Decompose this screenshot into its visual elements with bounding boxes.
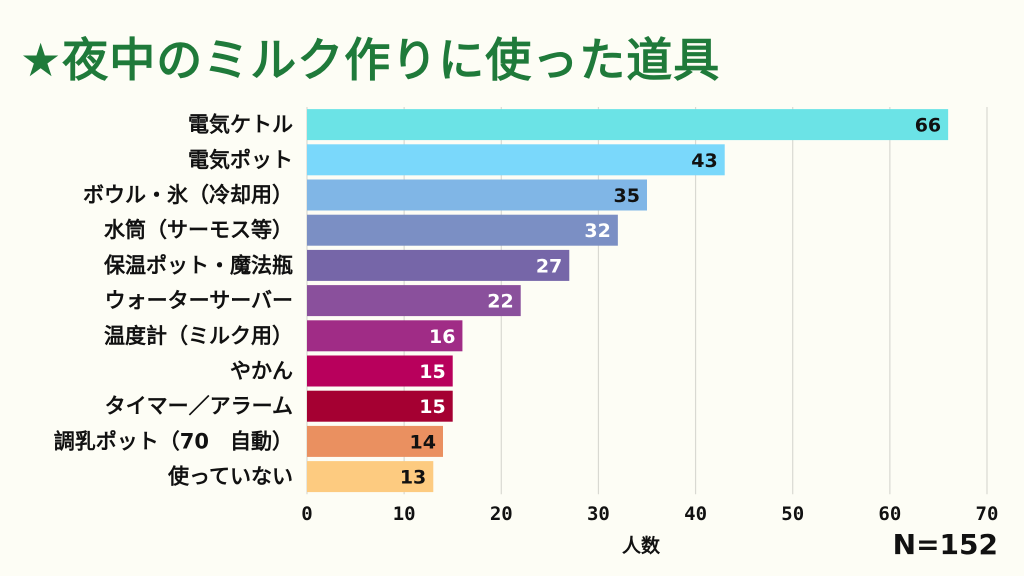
value-label: 15	[419, 396, 445, 418]
category-label: やかん	[230, 359, 293, 383]
x-tick-label: 20	[490, 503, 513, 525]
category-label: 調乳ポット（70 自動）	[54, 429, 293, 453]
bar	[307, 109, 949, 141]
category-label: 使っていない	[167, 465, 293, 489]
sample-size-note: N=152	[892, 528, 998, 561]
bar	[307, 390, 453, 422]
bar	[307, 320, 463, 352]
x-tick-label: 0	[301, 503, 312, 525]
value-label: 14	[410, 431, 436, 453]
value-label: 13	[400, 467, 426, 489]
x-tick-label: 60	[878, 503, 901, 525]
bar	[307, 179, 647, 211]
category-label: タイマー／アラーム	[105, 394, 293, 418]
bar	[307, 144, 725, 176]
category-label: 電気ポット	[188, 148, 293, 172]
bar	[307, 425, 443, 457]
bar	[307, 285, 521, 317]
category-label: 電気ケトル	[188, 113, 293, 137]
value-label: 43	[691, 150, 717, 172]
bar	[307, 355, 453, 387]
value-label: 66	[915, 115, 941, 137]
category-label: 保温ポット・魔法瓶	[103, 253, 293, 277]
x-tick-label: 10	[393, 503, 416, 525]
x-tick-labels: 0 10 20 30 40 50 60 70	[301, 503, 998, 525]
bar	[307, 249, 570, 281]
value-label: 16	[429, 326, 455, 348]
value-label: 15	[419, 361, 445, 383]
x-tick-label: 70	[976, 503, 999, 525]
category-label: 温度計（ミルク用）	[104, 324, 293, 348]
value-label: 27	[536, 255, 562, 277]
bars	[307, 109, 949, 493]
x-tick-label: 40	[684, 503, 707, 525]
x-tick-label: 30	[587, 503, 610, 525]
x-axis-label: 人数	[622, 534, 661, 557]
category-label: 水筒（サーモス等）	[104, 218, 293, 242]
chart-title: ★夜中のミルク作りに使った道具	[20, 33, 721, 87]
category-label: ボウル・氷（冷却用）	[83, 183, 293, 207]
bar	[307, 461, 434, 493]
bar	[307, 214, 618, 246]
category-label: ウォーターサーバー	[105, 289, 293, 313]
value-label: 32	[584, 220, 610, 242]
x-tick-label: 50	[781, 503, 804, 525]
value-label: 35	[614, 185, 640, 207]
value-label: 22	[487, 291, 513, 313]
